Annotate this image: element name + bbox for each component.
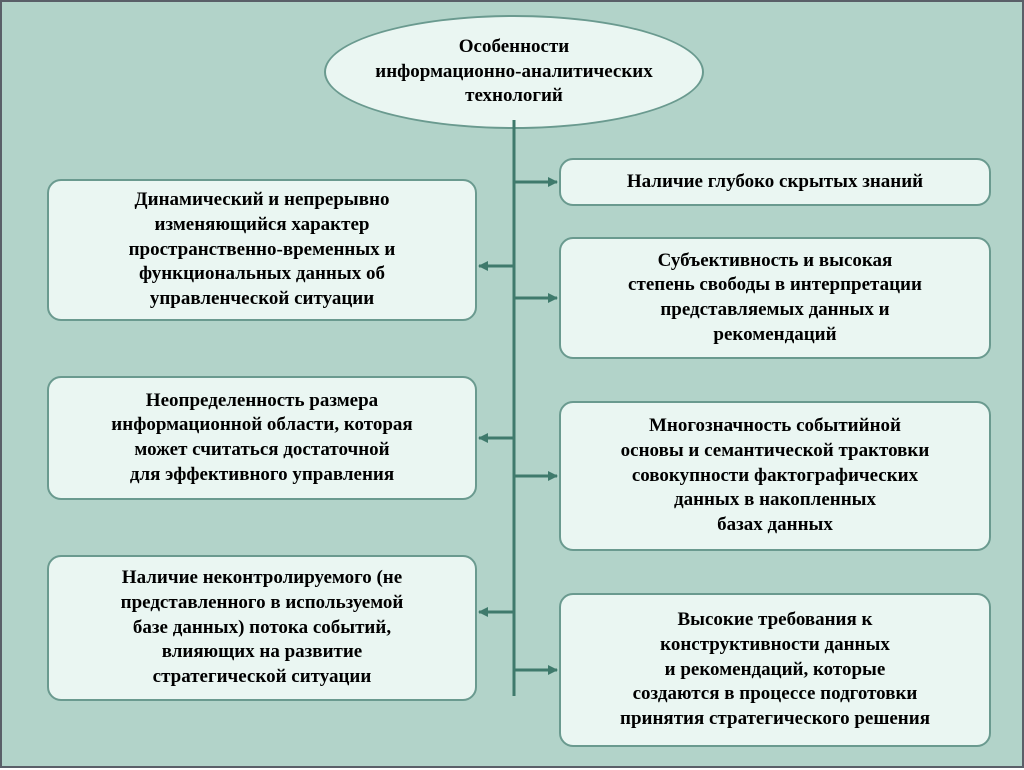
- left-node-0: Динамический и непрерывноизменяющийся ха…: [47, 179, 477, 321]
- title-node: Особенностиинформационно-аналитическихте…: [324, 15, 704, 129]
- right-node-3: Высокие требования кконструктивности дан…: [559, 593, 991, 747]
- right-node-0: Наличие глубоко скрытых знаний: [559, 158, 991, 206]
- left-node-1: Неопределенность размераинформационной о…: [47, 376, 477, 500]
- left-node-2: Наличие неконтролируемого (непредставлен…: [47, 555, 477, 701]
- diagram-canvas: Особенностиинформационно-аналитическихте…: [0, 0, 1024, 768]
- right-node-1: Субъективность и высокаястепень свободы …: [559, 237, 991, 359]
- right-node-2: Многозначность событийнойосновы и семант…: [559, 401, 991, 551]
